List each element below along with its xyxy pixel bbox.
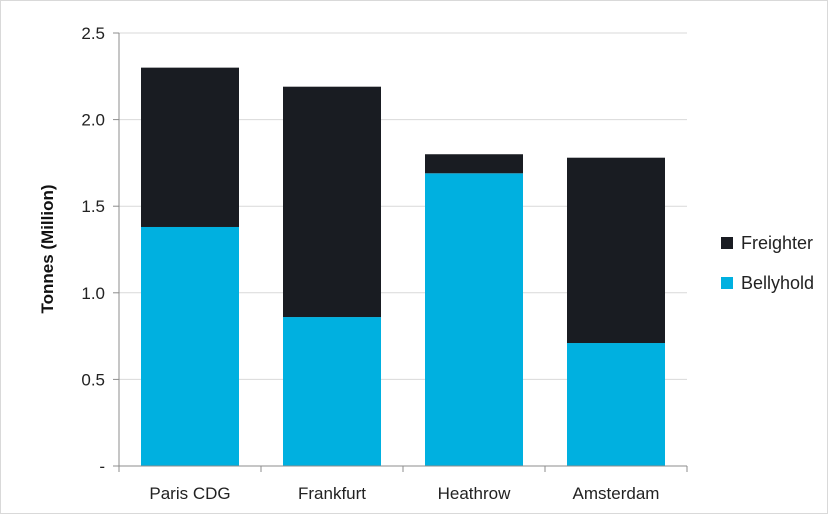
y-axis-title: Tonnes (Million) [38,184,57,313]
y-tick-label: 0.5 [81,370,105,389]
bar-freighter-amsterdam [567,157,665,344]
x-tick-labels: Paris CDG Frankfurt Heathrow Amsterdam [149,484,659,503]
y-tick-labels: - 0.5 1.0 1.5 2.0 2.5 [81,24,105,476]
legend-label-freighter: Freighter [741,233,813,253]
bar-freighter-paris-cdg [141,67,239,227]
y-tick-label: 1.0 [81,284,105,303]
legend-label-bellyhold: Bellyhold [741,273,814,293]
y-tick-label: 2.5 [81,24,105,43]
y-tick-label: 1.5 [81,197,105,216]
axes [113,32,688,472]
bars [141,67,665,467]
x-tick-label: Frankfurt [298,484,366,503]
bar-bellyhold-heathrow [425,173,523,467]
bar-bellyhold-amsterdam [567,343,665,466]
legend-swatch-bellyhold [721,277,733,289]
bar-bellyhold-frankfurt [283,317,381,466]
stacked-bar-chart: - 0.5 1.0 1.5 2.0 2.5 Paris CDG Frankfurt Heath… [38,24,814,503]
x-tick-label: Amsterdam [573,484,660,503]
bar-freighter-frankfurt [283,86,381,318]
legend: Freighter Bellyhold [721,233,814,293]
bar-bellyhold-paris-cdg [141,226,239,466]
legend-swatch-freighter [721,237,733,249]
x-tick-label: Heathrow [438,484,511,503]
bar-freighter-heathrow [425,154,523,174]
x-tick-label: Paris CDG [149,484,230,503]
y-tick-label: 2.0 [81,111,105,130]
y-tick-label: - [99,457,105,476]
